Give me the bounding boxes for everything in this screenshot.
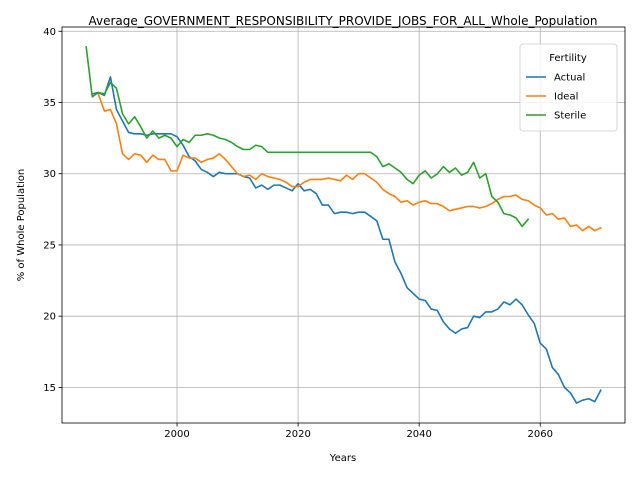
legend-entries: Actual Ideal Sterile xyxy=(526,73,586,122)
y-tick-label: 20 xyxy=(43,312,56,323)
x-tick-label: 2060 xyxy=(528,429,553,440)
series-line-ideal xyxy=(97,92,602,232)
series-line-actual xyxy=(91,76,602,404)
y-tick-label: 35 xyxy=(43,98,56,109)
series-line-sterile xyxy=(85,46,530,228)
legend-label-sterile: Sterile xyxy=(554,111,586,122)
y-tick-label: 25 xyxy=(43,240,56,251)
legend-label-actual: Actual xyxy=(554,73,585,84)
legend-title: Fertility xyxy=(549,53,587,64)
y-tick-label: 30 xyxy=(43,169,56,180)
x-tick-label: 2020 xyxy=(285,429,310,440)
x-tick-label: 2040 xyxy=(406,429,431,440)
grid xyxy=(62,27,625,423)
axis-ticks: 2000 2020 2040 2060 15 20 25 30 35 40 xyxy=(43,27,553,440)
y-tick-label: 15 xyxy=(43,383,56,394)
series-lines xyxy=(85,46,602,404)
legend-box xyxy=(519,43,618,132)
x-axis-label: Years xyxy=(329,453,356,464)
chart-title: Average_GOVERNMENT_RESPONSIBILITY_PROVID… xyxy=(88,14,597,28)
x-tick-label: 2000 xyxy=(164,429,189,440)
legend-label-ideal: Ideal xyxy=(554,92,578,103)
y-axis-label: % of Whole Population xyxy=(16,169,27,282)
legend: Fertility Actual Ideal Sterile xyxy=(519,43,618,132)
y-tick-label: 40 xyxy=(43,27,56,38)
plot-frame xyxy=(61,26,626,424)
